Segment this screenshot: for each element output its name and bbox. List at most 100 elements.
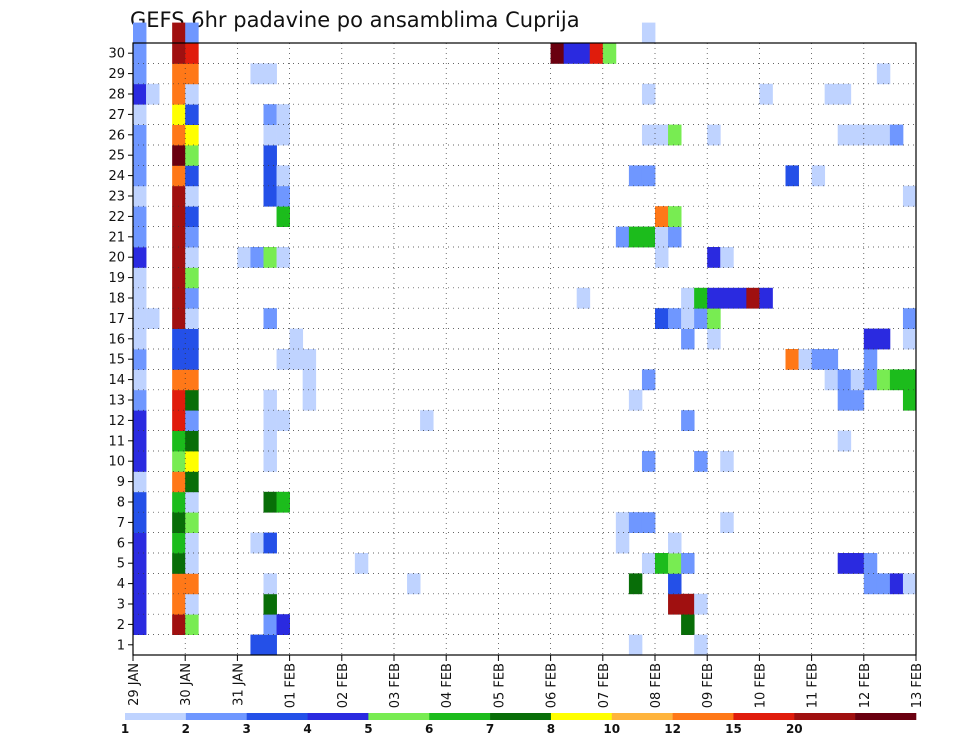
heatmap-cell bbox=[681, 287, 695, 309]
heatmap-cell bbox=[668, 124, 682, 146]
heatmap-cell bbox=[172, 43, 186, 64]
heatmap-cell bbox=[133, 83, 147, 105]
heatmap-cell bbox=[172, 349, 186, 370]
colorbar-label: 7 bbox=[486, 722, 494, 736]
heatmap-cell bbox=[276, 206, 290, 227]
colorbar-swatch bbox=[794, 713, 856, 720]
heatmap-cell bbox=[837, 553, 852, 574]
heatmap-cell bbox=[759, 83, 773, 105]
heatmap-cell bbox=[185, 124, 199, 146]
heatmap-cell bbox=[146, 83, 160, 105]
heatmap-cell bbox=[172, 22, 186, 44]
heatmap-cell bbox=[185, 491, 199, 513]
heatmap-cell bbox=[641, 83, 656, 105]
heatmap-cell bbox=[133, 226, 147, 248]
heatmap-cell bbox=[185, 22, 199, 44]
heatmap-cell bbox=[133, 328, 147, 350]
colorbar-swatch bbox=[246, 713, 308, 720]
heatmap-cell bbox=[863, 553, 878, 574]
colorbar-swatch bbox=[185, 713, 247, 720]
heatmap-cell bbox=[785, 349, 799, 370]
heatmap-cell bbox=[276, 185, 290, 207]
y-tick-label: 19 bbox=[108, 271, 125, 286]
heatmap-cells bbox=[133, 22, 917, 656]
heatmap-cell bbox=[655, 206, 669, 227]
heatmap-cell bbox=[185, 328, 199, 350]
heatmap-cell bbox=[628, 512, 643, 533]
colorbar-label: 1 bbox=[121, 722, 129, 736]
heatmap-cell bbox=[172, 104, 186, 125]
heatmap-cell bbox=[641, 124, 656, 146]
x-tick-label: 31 JAN bbox=[231, 663, 246, 706]
y-tick-label: 21 bbox=[108, 230, 125, 245]
heatmap-cell bbox=[694, 593, 708, 615]
heatmap-cell bbox=[837, 124, 852, 146]
colorbar-label: 10 bbox=[603, 722, 620, 736]
heatmap-cell bbox=[628, 634, 643, 656]
heatmap-cell bbox=[263, 532, 277, 554]
heatmap-cell bbox=[798, 349, 812, 370]
heatmap-cell bbox=[876, 124, 891, 146]
heatmap-cell bbox=[263, 389, 277, 411]
heatmap-cell bbox=[876, 63, 891, 85]
heatmap-cell bbox=[850, 124, 865, 146]
heatmap-cell bbox=[172, 267, 186, 289]
heatmap-cell bbox=[185, 104, 199, 125]
heatmap-cell bbox=[185, 165, 199, 187]
heatmap-cell bbox=[850, 553, 865, 574]
heatmap-cell bbox=[681, 593, 695, 615]
heatmap-cell bbox=[250, 247, 264, 268]
colorbar-swatch bbox=[125, 713, 187, 720]
x-axis-ticks: 29 JAN 30 JAN 31 JAN 01 FEB 02 FEB 03 FEB 04 F… bbox=[127, 655, 925, 708]
y-tick-label: 4 bbox=[117, 577, 125, 592]
y-tick-label: 28 bbox=[108, 88, 125, 103]
heatmap-cell bbox=[185, 471, 199, 493]
y-tick-label: 8 bbox=[117, 496, 125, 511]
heatmap-cell bbox=[837, 430, 852, 452]
heatmap-cell bbox=[302, 349, 317, 370]
heatmap-cell bbox=[263, 573, 277, 595]
heatmap-cell bbox=[407, 573, 421, 595]
heatmap-cell bbox=[681, 553, 695, 574]
heatmap-cell bbox=[172, 389, 186, 411]
heatmap-cell bbox=[133, 165, 147, 187]
heatmap-cell bbox=[185, 389, 199, 411]
heatmap-cell bbox=[263, 430, 277, 452]
heatmap-cell bbox=[185, 267, 199, 289]
heatmap-cell bbox=[172, 553, 186, 574]
heatmap-cell bbox=[172, 287, 186, 309]
y-tick-label: 18 bbox=[108, 292, 125, 307]
x-tick-label: 03 FEB bbox=[388, 663, 403, 708]
heatmap-cell bbox=[185, 532, 199, 554]
heatmap-cell bbox=[824, 349, 839, 370]
heatmap-cell bbox=[185, 206, 199, 227]
heatmap-cell bbox=[263, 634, 277, 656]
heatmap-cell bbox=[668, 226, 682, 248]
heatmap-cell bbox=[172, 185, 186, 207]
heatmap-cell bbox=[185, 614, 199, 635]
y-tick-label: 22 bbox=[108, 210, 125, 225]
heatmap-cell bbox=[172, 165, 186, 187]
heatmap-cell bbox=[733, 287, 747, 309]
heatmap-cell bbox=[707, 124, 721, 146]
y-tick-label: 12 bbox=[108, 414, 125, 429]
heatmap-cell bbox=[133, 43, 147, 64]
heatmap-cell bbox=[172, 532, 186, 554]
y-axis-ticks: 1234567891011121314151617181920212223242… bbox=[108, 47, 133, 653]
heatmap-cell bbox=[133, 145, 147, 166]
heatmap-cell bbox=[172, 614, 186, 635]
heatmap-cell bbox=[263, 124, 277, 146]
heatmap-cell bbox=[668, 308, 682, 329]
heatmap-cell bbox=[276, 491, 290, 513]
heatmap-cell bbox=[237, 247, 251, 268]
heatmap-cell bbox=[133, 206, 147, 227]
heatmap-cell bbox=[641, 226, 656, 248]
colorbar-swatch bbox=[733, 713, 795, 720]
heatmap-cell bbox=[185, 145, 199, 166]
y-tick-label: 5 bbox=[117, 557, 125, 572]
y-tick-label: 23 bbox=[108, 190, 125, 205]
heatmap-cell bbox=[133, 267, 147, 289]
heatmap-cell bbox=[276, 247, 290, 268]
heatmap-cell bbox=[133, 430, 147, 452]
colorbar-swatch bbox=[672, 713, 734, 720]
